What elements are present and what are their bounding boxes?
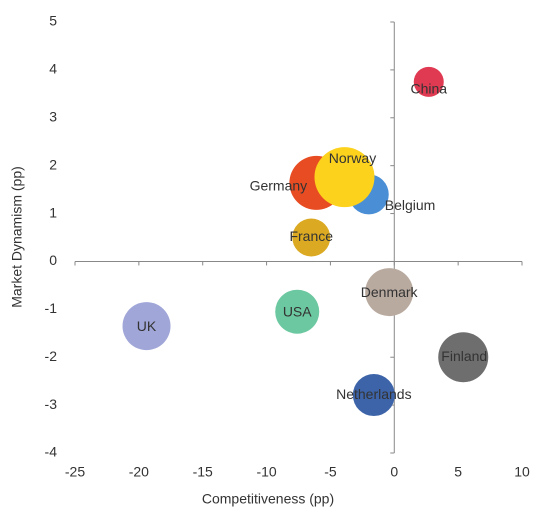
x-tick-label: 0 (390, 464, 398, 480)
bubble-label: France (289, 228, 333, 244)
bubble (292, 218, 331, 257)
y-tick-label: 5 (49, 13, 57, 29)
y-tick-label: -3 (45, 396, 58, 412)
bubble-label: Denmark (361, 284, 419, 300)
bubble-label: USA (283, 303, 312, 319)
bubble (122, 302, 171, 351)
y-tick-label: 0 (49, 252, 57, 268)
bubble (365, 268, 414, 317)
y-axis-label: Market Dynamism (pp) (9, 166, 25, 308)
bubble (275, 289, 320, 334)
bubble-label: Norway (329, 150, 376, 166)
bubble (314, 147, 375, 208)
y-tick-label: -1 (45, 300, 58, 316)
bubble-label: Germany (250, 178, 308, 194)
bubble-label: UK (137, 318, 157, 334)
bubble-label: Belgium (385, 197, 436, 213)
bubble-label: China (410, 81, 447, 97)
y-tick-label: 1 (49, 204, 57, 220)
bubble (413, 66, 444, 97)
x-tick-label: -20 (129, 464, 149, 480)
y-tick-label: -4 (45, 444, 58, 460)
y-tick-label: 4 (49, 61, 57, 77)
x-tick-label: -10 (256, 464, 276, 480)
x-tick-label: 5 (454, 464, 462, 480)
x-tick-label: -5 (324, 464, 337, 480)
bubble-label: Netherlands (336, 386, 412, 402)
x-tick-label: -25 (65, 464, 85, 480)
y-tick-label: 2 (49, 156, 57, 172)
bubble-label: Finland (441, 348, 487, 364)
y-tick-label: -2 (45, 348, 58, 364)
bubble (438, 332, 489, 383)
y-tick-label: 3 (49, 108, 57, 124)
bubble (352, 374, 395, 417)
x-tick-label: 10 (514, 464, 530, 480)
x-axis-label: Competitiveness (pp) (202, 491, 334, 507)
x-tick-label: -15 (193, 464, 213, 480)
